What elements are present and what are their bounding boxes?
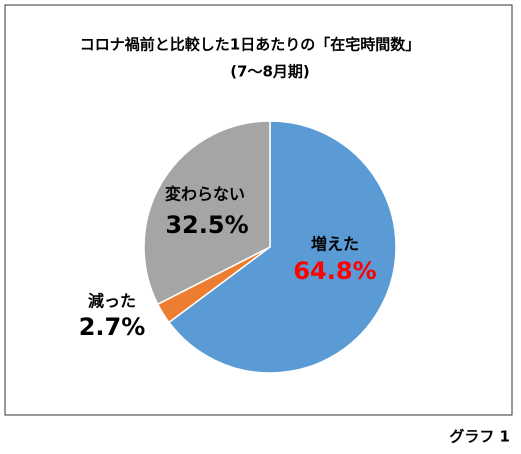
value-label: 2.7% xyxy=(79,313,146,341)
chart-subtitle: (7～8月期) xyxy=(230,63,310,81)
category-label: 変わらない xyxy=(165,185,245,204)
chart-title: コロナ禍前と比較した1日あたりの「在宅時間数」 xyxy=(80,36,420,54)
pie-slice xyxy=(167,120,397,374)
caption: グラフ 1 xyxy=(449,428,510,446)
pie-slice xyxy=(143,120,271,306)
value-label: 32.5% xyxy=(165,211,248,239)
category-label: 減った xyxy=(88,292,136,311)
category-label: 増えた xyxy=(311,235,359,254)
value-label: 64.8% xyxy=(293,257,376,285)
